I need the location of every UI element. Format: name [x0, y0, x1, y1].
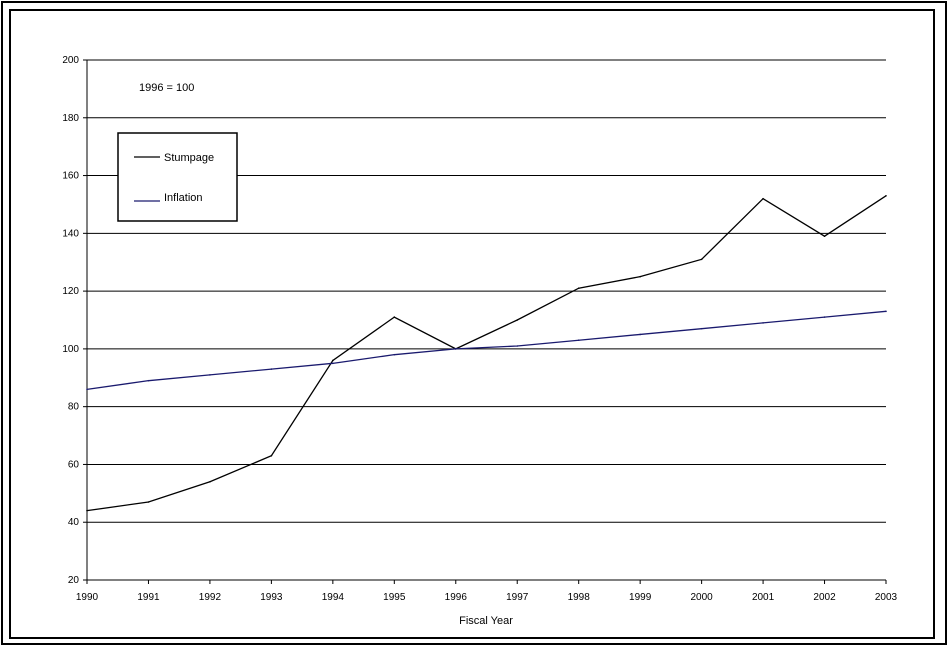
data-point-inflation: [270, 368, 273, 370]
data-point-stumpage: [516, 319, 519, 321]
x-tick-label: 2000: [690, 592, 713, 603]
series-line-inflation: [86, 310, 887, 390]
y-tick-label: 120: [62, 286, 79, 297]
y-tick-label: 20: [68, 575, 80, 586]
x-tick-labels: 1990 1991 1992 1993 1994 1995 1996 1997 1998 1999…: [76, 592, 898, 603]
x-tick-label: 1994: [322, 592, 345, 603]
data-point-stumpage: [823, 235, 826, 238]
data-point-stumpage: [885, 194, 887, 197]
data-point-inflation: [885, 310, 887, 313]
data-point-stumpage: [86, 509, 88, 512]
x-tick-label: 2001: [752, 592, 775, 603]
data-point-inflation: [700, 327, 703, 330]
data-point-inflation: [762, 322, 764, 324]
x-tick-label: 1993: [260, 592, 283, 603]
data-point-inflation: [516, 345, 519, 347]
data-point-inflation: [332, 362, 334, 365]
x-tick-label: 1996: [445, 592, 468, 603]
data-point-stumpage: [332, 359, 334, 362]
data-point-inflation: [147, 379, 150, 382]
legend-box: [117, 132, 238, 222]
data-point-stumpage: [700, 258, 703, 261]
y-tick-labels: 20 40 60 80 100 120 140 160 180 200: [62, 55, 79, 586]
data-point-stumpage: [393, 316, 396, 318]
y-tick-label: 60: [68, 459, 80, 470]
data-point-inflation: [393, 353, 396, 356]
series-line-stumpage: [86, 195, 887, 512]
series-lines: [86, 194, 887, 512]
data-point-stumpage: [639, 275, 641, 278]
gridlines: [87, 59, 886, 523]
data-point-stumpage: [209, 480, 211, 483]
legend-label-stumpage: Stumpage: [164, 152, 214, 164]
data-point-inflation: [823, 316, 826, 318]
legend: Stumpage Inflation: [117, 132, 238, 222]
data-point-inflation: [209, 374, 211, 376]
y-tick-label: 200: [62, 55, 79, 66]
chart-inner-frame: [9, 9, 935, 639]
x-tick-label: 1998: [568, 592, 591, 603]
x-tick-label: 1990: [76, 592, 99, 603]
data-point-stumpage: [577, 287, 580, 290]
y-tick-label: 40: [68, 517, 80, 528]
annotation-text: 1996 = 100: [139, 82, 194, 94]
data-point-inflation: [454, 348, 457, 350]
x-tick-label: 1991: [137, 592, 160, 603]
x-tick-label: 2002: [813, 592, 836, 603]
y-tick-label: 140: [62, 228, 79, 239]
data-point-inflation: [639, 333, 641, 336]
data-point-stumpage: [270, 454, 273, 457]
x-tick-label: 1995: [383, 592, 406, 603]
y-tick-label: 80: [68, 402, 80, 413]
x-tick-label: 1992: [199, 592, 222, 603]
x-axis-label: Fiscal Year: [459, 615, 513, 627]
legend-label-inflation: Inflation: [164, 192, 203, 204]
y-tick-label: 100: [62, 344, 79, 355]
x-tick-label: 1997: [506, 592, 529, 603]
x-tick-label: 1999: [629, 592, 652, 603]
y-tick-label: 160: [62, 171, 79, 182]
data-point-inflation: [577, 339, 580, 342]
data-point-stumpage: [762, 197, 764, 200]
data-point-inflation: [86, 388, 88, 391]
y-tick-label: 180: [62, 113, 79, 124]
data-point-stumpage: [147, 501, 150, 503]
x-tick-label: 2003: [875, 592, 898, 603]
axes: [83, 59, 887, 584]
